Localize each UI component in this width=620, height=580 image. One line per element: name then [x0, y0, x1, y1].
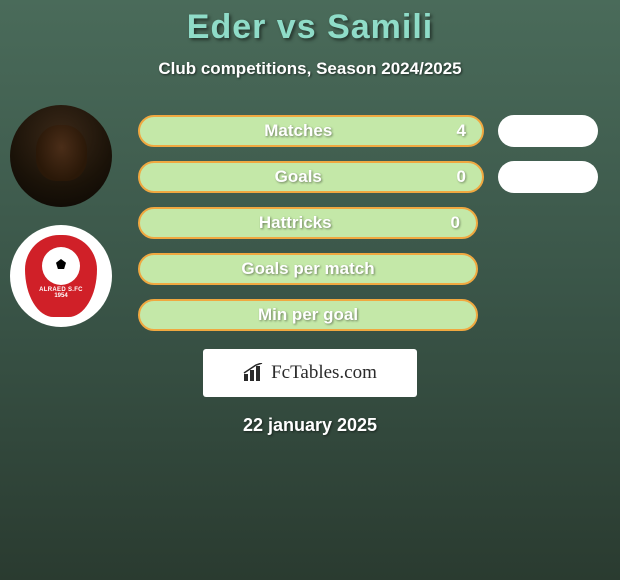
club-avatar: ALRAED S.FC 1954 [10, 225, 112, 327]
stat-row: Matches 4 [138, 115, 598, 147]
club-badge: ALRAED S.FC 1954 [25, 235, 97, 317]
stat-row: Min per goal [138, 299, 598, 331]
stat-bar-left: Hattricks 0 [138, 207, 478, 239]
stat-bar-left: Min per goal [138, 299, 478, 331]
stat-rows: Matches 4 Goals 0 Hattricks 0 Goals per match M… [138, 115, 598, 331]
stat-row: Hattricks 0 [138, 207, 598, 239]
stat-bar-right [498, 161, 598, 193]
stat-value-left: 0 [457, 167, 482, 187]
stat-bar-right [498, 115, 598, 147]
stat-bar-inner: Hattricks [140, 213, 451, 233]
subtitle: Club competitions, Season 2024/2025 [0, 59, 620, 79]
stat-label: Min per goal [258, 305, 358, 325]
stat-bar-inner: Goals per match [140, 259, 476, 279]
date-line: 22 january 2025 [0, 415, 620, 436]
stat-value-left: 0 [451, 213, 476, 233]
stat-label: Goals per match [241, 259, 374, 279]
player-avatar [10, 105, 112, 207]
stats-area: ALRAED S.FC 1954 Matches4Goals0Hattricks… [0, 115, 620, 331]
watermark-label: FcTables.com [271, 362, 377, 384]
left-avatars: ALRAED S.FC 1954 [10, 105, 120, 345]
page-title: Eder vs Samili [0, 0, 620, 47]
stat-label: Matches [264, 121, 332, 141]
soccer-ball-icon [42, 247, 80, 285]
stat-bar-left: Matches 4 [138, 115, 484, 147]
watermark: FcTables.com [203, 349, 417, 397]
stat-row: Goals per match [138, 253, 598, 285]
stat-bar-left: Goals 0 [138, 161, 484, 193]
stat-bar-inner: Goals [140, 167, 457, 187]
stat-label: Hattricks [259, 213, 332, 233]
stat-bar-inner: Min per goal [140, 305, 476, 325]
comparison-card: Eder vs Samili Club competitions, Season… [0, 0, 620, 580]
stat-bar-left: Goals per match [138, 253, 478, 285]
stat-label: Goals [275, 167, 322, 187]
stat-bar-inner: Matches [140, 121, 457, 141]
stat-row: Goals 0 [138, 161, 598, 193]
club-year: 1954 [54, 293, 67, 299]
chart-bars-icon [243, 363, 265, 383]
stat-value-left: 4 [457, 121, 482, 141]
